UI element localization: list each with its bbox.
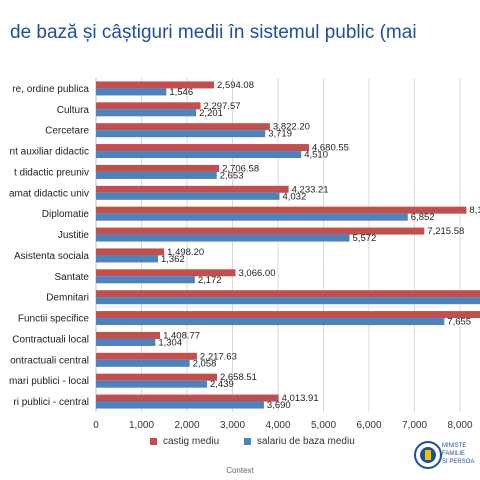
data-label: 7,215.58 [427, 226, 464, 237]
legend-label: salariu de baza mediu [256, 436, 355, 447]
data-label: 1,498.20 [167, 247, 204, 258]
data-label: 5,572 [353, 233, 377, 244]
category-label: Santate [55, 272, 90, 283]
category-label: nt auxiliar didactic [10, 147, 89, 158]
bar-castig-mediu [96, 81, 215, 89]
bar-salariu-baza [96, 171, 217, 179]
bar-salariu-baza [96, 213, 408, 221]
data-label: 4,233.21 [292, 184, 329, 195]
x-tick-label: 2,000 [174, 420, 199, 431]
data-label: 3,822.20 [273, 122, 310, 133]
bar-salariu-baza [96, 380, 207, 388]
data-label: 4,013.91 [282, 393, 319, 404]
category-label: Cultura [57, 105, 90, 116]
bar-castig-mediu [96, 227, 425, 235]
chart-legend: castig mediu salariu de baza mediu [150, 436, 377, 448]
x-tick-label: 3,000 [220, 420, 245, 431]
bar-castig-mediu [96, 123, 270, 131]
chart-title: de bază și câștiguri medii în sistemul p… [10, 22, 417, 43]
bar-castig-mediu [96, 311, 480, 319]
ministry-logo-text: MINISTE FAMILIE ȘI PERSOA [442, 443, 475, 465]
category-label: ri publici - central [13, 397, 89, 408]
ministry-logo [414, 441, 442, 469]
data-label: 8,140.97 [469, 205, 480, 216]
bar-castig-mediu [96, 290, 480, 298]
x-tick-label: 1,000 [129, 420, 154, 431]
data-label: 2,658.51 [220, 372, 257, 383]
bar-salariu-baza [96, 255, 158, 263]
x-tick-label: 7,000 [402, 420, 427, 431]
data-label: 3,690 [267, 400, 291, 411]
bar-castig-mediu [96, 269, 236, 277]
bar-salariu-baza [96, 318, 445, 326]
category-label: Demnitari [46, 293, 89, 304]
x-tick-label: 6,000 [356, 420, 381, 431]
bar-salariu-baza [96, 297, 480, 305]
data-label: 3,066.00 [239, 268, 276, 279]
x-tick-label: 0 [93, 420, 99, 431]
data-label: 6,852 [411, 212, 435, 223]
bar-salariu-baza [96, 88, 167, 96]
bar-castig-mediu [96, 185, 289, 193]
bar-salariu-baza [96, 151, 302, 159]
bar-salariu-baza [96, 401, 264, 409]
category-label: amat didactic univ [9, 188, 89, 199]
data-label: 2,217.63 [200, 351, 237, 362]
bar-castig-mediu [96, 102, 201, 110]
legend-item-castig: castig mediu [150, 436, 219, 447]
bar-salariu-baza [96, 130, 266, 138]
category-label: Functii specifice [18, 314, 90, 325]
bar-salariu-baza [96, 192, 280, 200]
bar-castig-mediu [96, 164, 220, 172]
x-tick-label: 5,000 [311, 420, 336, 431]
data-label: 4,032 [282, 191, 306, 202]
data-label: 1,408.77 [163, 330, 200, 341]
legend-item-salariu: salariu de baza mediu [243, 436, 355, 447]
data-label: 4,680.55 [312, 143, 349, 154]
bar-castig-mediu [96, 373, 217, 381]
bar-castig-mediu [96, 144, 309, 152]
footer-text: Context [226, 466, 254, 475]
data-label: 2,297.57 [204, 101, 241, 112]
bar-salariu-baza [96, 234, 350, 242]
legend-swatch-red [150, 438, 157, 445]
bar-salariu-baza [96, 276, 195, 284]
data-label: 1,304 [158, 337, 182, 348]
bar-salariu-baza [96, 109, 197, 117]
category-label: Contractuali local [12, 334, 89, 345]
data-label: 2,594.08 [217, 80, 254, 91]
legend-swatch-blue [243, 438, 251, 445]
x-tick-label: 4,000 [265, 420, 290, 431]
category-label: Justitie [58, 230, 90, 241]
data-label: 4,510 [304, 150, 328, 161]
category-label: Asistenta sociala [14, 251, 89, 262]
legend-label: castig mediu [163, 436, 220, 447]
data-label: 2,653 [220, 170, 244, 181]
data-label: 2,706.58 [222, 163, 259, 174]
bar-castig-mediu [96, 248, 165, 256]
bar-castig-mediu [96, 206, 467, 214]
bar-salariu-baza [96, 359, 190, 367]
category-label: re, ordine publica [12, 84, 89, 95]
data-label: 2,058 [193, 358, 217, 369]
category-label: ontractuali central [10, 355, 89, 366]
x-tick-label: 8,000 [447, 420, 472, 431]
bar-salariu-baza [96, 338, 156, 346]
data-label: 2,172 [198, 275, 222, 286]
category-label: mari publici - local [9, 376, 89, 387]
category-label: Diplomatie [42, 209, 90, 220]
bar-castig-mediu [96, 352, 197, 360]
data-label: 7,655 [447, 317, 471, 328]
data-label: 1,546 [169, 87, 193, 98]
category-label: t didactic preuniv [14, 167, 89, 178]
data-label: 3,719 [268, 129, 292, 140]
bar-castig-mediu [96, 394, 279, 402]
bar-castig-mediu [96, 331, 161, 339]
data-label: 2,439 [210, 379, 234, 390]
category-label: Cercetare [45, 126, 89, 137]
data-label: 1,362 [161, 254, 185, 265]
data-label: 2,201 [199, 108, 223, 119]
